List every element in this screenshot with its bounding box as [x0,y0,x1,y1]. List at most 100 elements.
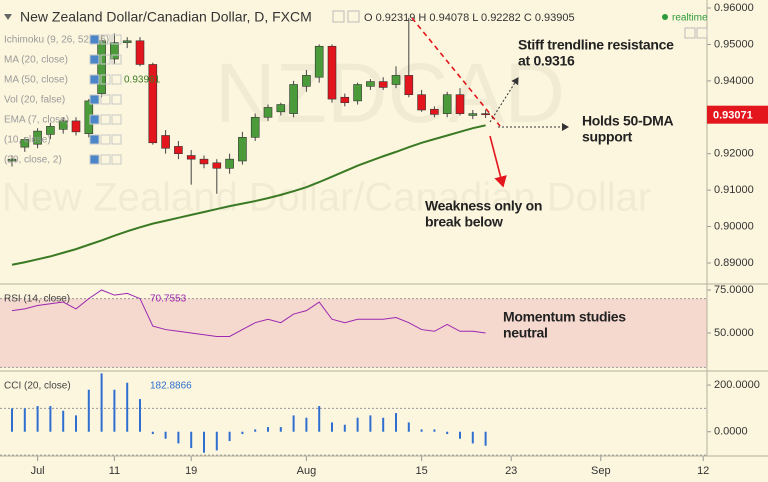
panel-button[interactable] [696,27,708,39]
cci-bar [87,389,90,432]
annotation: Weakness only on [425,198,542,214]
indicator-label: MA (50, close) [4,75,68,86]
indicator-button[interactable] [111,154,122,165]
ohlc-header: O 0.92319 H 0.94078 L 0.92282 C 0.93905 [364,12,575,24]
panel-value: 182.8866 [150,381,192,392]
panel-button[interactable] [684,27,696,39]
candle-body [442,94,452,114]
candle-body [20,139,30,148]
cci-bar [305,417,308,432]
indicator-button[interactable] [100,114,111,125]
cci-bar [292,415,295,432]
indicator-label: Vol (20, false) [4,95,65,106]
x-tick-label: Jul [31,465,45,477]
indicator-label: (10, close) [4,135,51,146]
panel-title: CCI (20, close) [4,381,71,392]
y-tick-label: 0.89000 [714,257,754,269]
cci-bar [23,408,26,432]
cci-bar [318,406,321,432]
cci-bar [139,399,141,432]
candle-body [366,81,375,87]
candle-body [353,84,362,102]
status-dot [662,14,668,20]
indicator-button[interactable] [89,74,100,85]
cci-bar [279,427,282,432]
cci-bar [215,431,218,451]
indicator-button[interactable] [111,114,122,125]
indicator-button[interactable] [89,94,100,105]
cci-bar [113,389,116,432]
indicator-button[interactable] [111,74,122,85]
cci-bar [126,382,129,432]
cci-bar [356,417,359,432]
annotation: break below [425,214,503,230]
cci-bar [446,431,449,435]
indicator-button[interactable] [89,114,100,125]
candle-body [186,155,196,160]
indicator-button[interactable] [100,134,111,145]
indicator-label: (20, close, 2) [4,155,62,166]
cci-bar [151,431,154,435]
cci-bar [75,415,77,432]
indicator-button[interactable] [111,134,122,145]
indicator-button[interactable] [89,34,100,45]
rsi-band [0,298,707,368]
candle-body [302,75,311,87]
candle-body [71,120,81,133]
x-tick-label: Aug [297,465,317,477]
candle-body [122,40,132,43]
y-tick-label: 0.96000 [714,2,754,14]
indicator-label: EMA (7, close) [4,115,69,126]
candle-body [135,40,145,65]
cci-bar [420,429,423,432]
panel-title: RSI (14, close) [4,294,70,305]
indicator-button[interactable] [89,134,100,145]
cci-bar [407,422,410,432]
y-tick-label: 0.94000 [714,75,754,87]
watermark: NZDCAD [215,46,565,140]
candle-body [378,81,388,88]
candle-body [314,45,324,78]
candle-body [33,130,42,145]
indicator-button[interactable] [100,74,111,85]
indicator-button[interactable] [111,94,122,105]
candle-body [455,94,465,114]
candle-body [174,146,183,155]
candle-body [481,113,490,116]
x-tick-label: Sep [591,465,611,477]
x-tick-label: 15 [415,465,427,477]
candle-body [276,104,286,113]
x-tick-label: 12 [697,465,709,477]
x-tick-label: 11 [109,465,120,477]
indicator-button[interactable] [111,54,122,65]
cci-bar [395,413,397,432]
cci-bar [484,431,487,446]
indicator-button[interactable] [100,94,111,105]
settings-icon[interactable] [332,10,345,23]
indicator-button[interactable] [89,54,100,65]
indicator-button[interactable] [89,154,100,165]
y-tick-label: 0.95000 [714,38,754,50]
candle-body [340,96,350,104]
cci-bar [343,424,346,432]
indicator-button[interactable] [100,54,111,65]
candle-body [161,135,170,149]
indicator-button[interactable] [111,34,122,45]
indicator-label: Ichimoku (9, 26, 52, 26) [4,35,109,46]
chart-title: New Zealand Dollar/Canadian Dollar, D, F… [20,9,312,25]
menu-icon[interactable] [4,14,12,20]
settings-icon[interactable] [347,10,360,23]
indicator-button[interactable] [100,34,111,45]
ma-line [11,124,486,266]
candle-body [58,120,68,130]
candle-body [238,137,247,162]
annotation: neutral [503,325,548,341]
indicator-button[interactable] [100,154,111,165]
candle-body [199,158,209,165]
y-tick-label: 75.0000 [714,284,754,296]
y-tick-label: 0.0000 [714,426,748,438]
cci-bar [369,415,372,432]
candle-body [391,75,401,85]
candle-body [97,40,106,94]
